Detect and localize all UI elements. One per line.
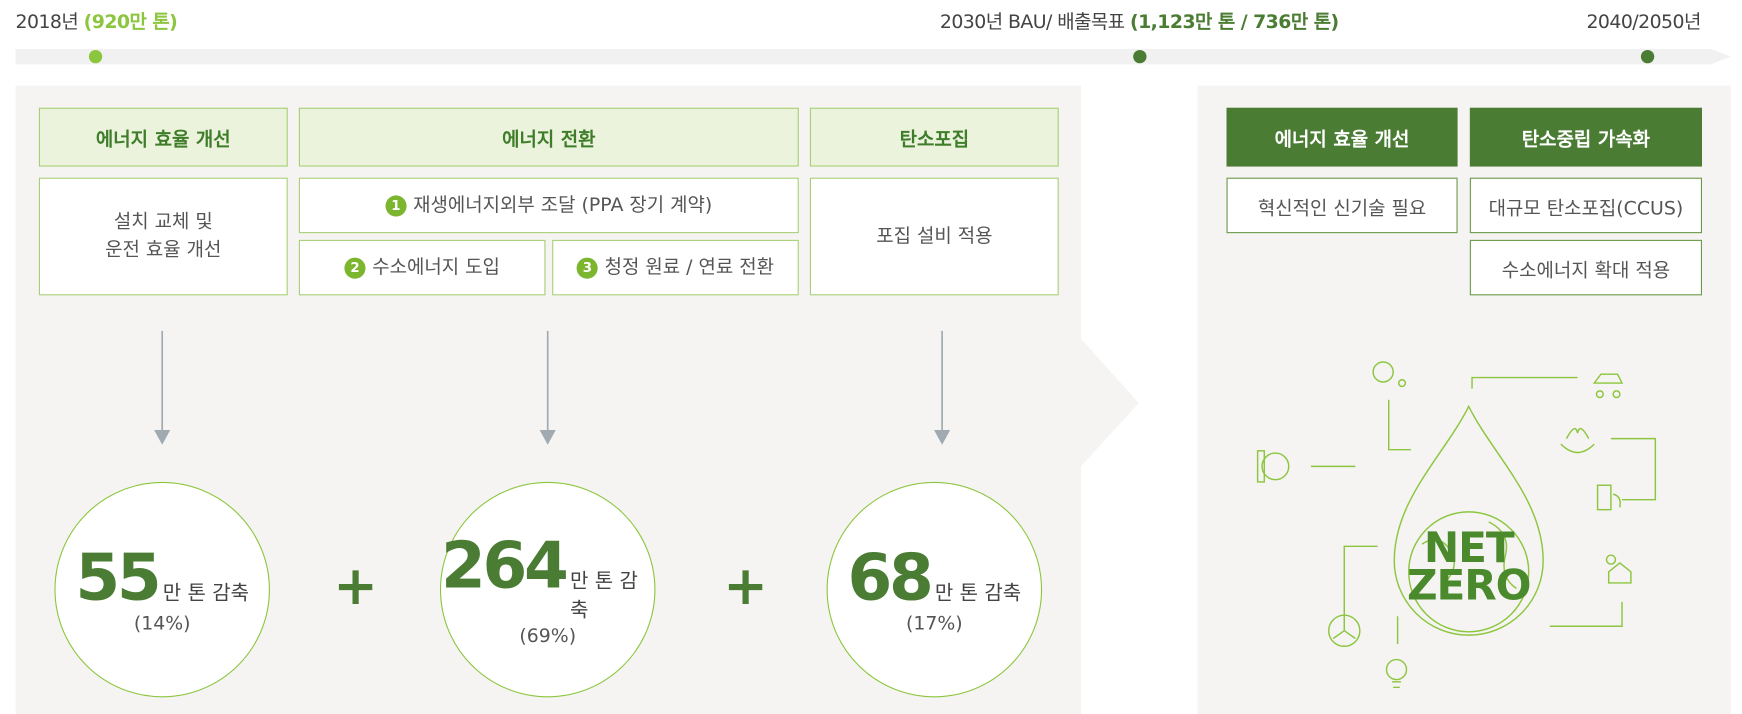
timeline-label: 2018년 bbox=[16, 11, 79, 33]
reduction-value: 55 bbox=[75, 544, 158, 611]
timeline-dot bbox=[1641, 50, 1654, 63]
number-badge: 2 bbox=[344, 257, 365, 278]
timeline-label: 2030년 BAU/ 배출목표 bbox=[940, 11, 1125, 33]
measure-box: 설치 교체 및 운전 효율 개선 bbox=[39, 178, 288, 296]
column-header: 에너지 효율 개선 bbox=[1227, 108, 1458, 167]
measure-box: 3 청정 원료 / 연료 전환 bbox=[552, 240, 799, 296]
timeline-middle: 2030년 BAU/ 배출목표 (1,123만 톤 / 736만 톤) bbox=[940, 6, 1339, 34]
timeline-amount: (920만 톤) bbox=[84, 11, 178, 33]
plus-sign: + bbox=[333, 555, 378, 617]
measure-box: 대규모 탄소포집(CCUS) bbox=[1470, 178, 1702, 234]
column-header: 탄소포집 bbox=[810, 108, 1059, 167]
measure-box: 포집 설비 적용 bbox=[810, 178, 1059, 296]
number-badge: 1 bbox=[385, 195, 406, 216]
plus-sign: + bbox=[723, 555, 768, 617]
reduction-value: 68 bbox=[847, 544, 930, 611]
timeline-bar bbox=[16, 49, 1731, 65]
reduction-unit: 만 톤 감축 bbox=[935, 577, 1021, 606]
reduction-value: 264 bbox=[441, 532, 566, 599]
measure-box: 1 재생에너지외부 조달 (PPA 장기 계약) bbox=[299, 178, 799, 234]
measure-text: 포집 설비 적용 bbox=[876, 223, 992, 251]
measure-box: 혁신적인 신기술 필요 bbox=[1227, 178, 1458, 234]
reduction-share: (14%) bbox=[134, 613, 191, 635]
measure-text: 수소에너지 도입 bbox=[372, 254, 500, 282]
timeline-end: 2040/2050년 bbox=[1586, 6, 1700, 34]
column-header: 탄소중립 가속화 bbox=[1470, 108, 1702, 167]
number-badge: 3 bbox=[577, 257, 598, 278]
reduction-share: (17%) bbox=[906, 613, 963, 635]
measure-text: 설치 교체 및 bbox=[114, 209, 213, 237]
reduction-share: (69%) bbox=[519, 625, 576, 647]
timeline-dot bbox=[1133, 50, 1146, 63]
measure-text: 재생에너지외부 조달 (PPA 장기 계약) bbox=[413, 192, 712, 220]
net-zero-line: ZERO bbox=[1402, 566, 1535, 604]
net-zero-text: NET ZERO bbox=[1402, 529, 1535, 605]
column-header: 에너지 효율 개선 bbox=[39, 108, 288, 167]
measure-text: 운전 효율 개선 bbox=[105, 237, 221, 265]
reduction-unit: 만 톤 감축 bbox=[570, 565, 654, 623]
reduction-unit: 만 톤 감축 bbox=[163, 577, 249, 606]
measure-box: 2 수소에너지 도입 bbox=[299, 240, 546, 296]
page: 2018년 (920만 톤) 2030년 BAU/ 배출목표 (1,123만 톤… bbox=[0, 0, 1742, 714]
timeline-start: 2018년 (920만 톤) bbox=[16, 6, 178, 34]
timeline-amount: (1,123만 톤 / 736만 톤) bbox=[1130, 11, 1339, 33]
timeline-dot bbox=[89, 50, 102, 63]
timeline-label: 2040/2050년 bbox=[1586, 11, 1700, 33]
column-header: 에너지 전환 bbox=[299, 108, 799, 167]
measure-box: 수소에너지 확대 적용 bbox=[1470, 240, 1702, 296]
measure-text: 청정 원료 / 연료 전환 bbox=[605, 254, 774, 282]
infographic: 2018년 (920만 톤) 2030년 BAU/ 배출목표 (1,123만 톤… bbox=[0, 0, 1742, 714]
